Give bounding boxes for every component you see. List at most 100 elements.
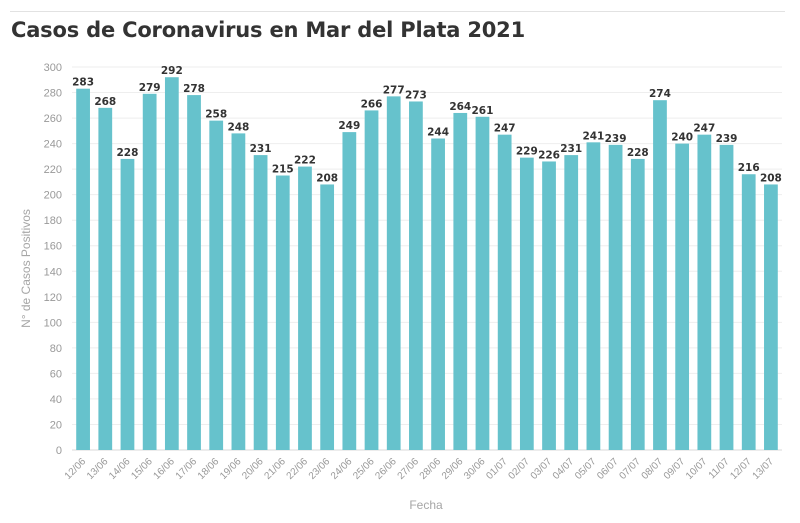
y-axis-ticks: 0 20 40 60 80 100 120 140 160 180 200 220 240 260 280 3… <box>44 62 62 457</box>
x-tick-label: 03/07 <box>529 456 555 482</box>
value-label: 278 <box>183 83 205 95</box>
x-tick-label: 02/07 <box>506 456 532 482</box>
value-label: 216 <box>738 162 760 174</box>
value-label: 258 <box>205 109 227 121</box>
value-label: 222 <box>294 155 316 167</box>
x-tick-label: 15/06 <box>129 456 155 482</box>
value-label: 240 <box>671 132 693 144</box>
y-tick-label: 40 <box>50 394 62 406</box>
bar <box>209 120 224 451</box>
x-tick-label: 08/07 <box>640 456 666 482</box>
value-label: 249 <box>338 120 360 132</box>
bar <box>697 134 712 450</box>
x-tick-label: 16/06 <box>151 456 177 482</box>
value-label: 261 <box>472 105 494 117</box>
value-label: 247 <box>494 123 516 135</box>
value-label: 215 <box>272 164 294 176</box>
value-label: 228 <box>117 147 139 159</box>
bar <box>342 132 357 451</box>
x-tick-label: 11/07 <box>707 456 732 481</box>
x-tick-label: 01/07 <box>484 456 510 482</box>
bar <box>142 93 157 450</box>
x-tick-label: 09/07 <box>662 456 688 482</box>
x-tick-label: 22/06 <box>285 456 311 482</box>
value-label: 244 <box>427 126 449 138</box>
y-tick-label: 140 <box>44 266 62 278</box>
value-labels: 2832682282792922782582482312152222082492… <box>72 65 782 184</box>
value-label: 264 <box>449 101 471 113</box>
x-tick-label: 13/07 <box>751 456 777 482</box>
value-label: 279 <box>139 82 161 94</box>
value-label: 228 <box>627 147 649 159</box>
x-tick-label: 05/07 <box>573 456 599 482</box>
x-tick-label: 23/06 <box>307 456 333 482</box>
bar <box>719 144 734 451</box>
x-tick-label: 27/06 <box>396 456 422 482</box>
value-label: 239 <box>605 133 627 145</box>
x-tick-label: 07/07 <box>617 456 643 482</box>
bar <box>409 101 423 450</box>
bar <box>653 100 667 451</box>
x-tick-label: 24/06 <box>329 456 355 482</box>
bar <box>386 96 401 450</box>
x-tick-label: 19/06 <box>218 456 244 482</box>
value-label: 277 <box>383 84 405 96</box>
bar <box>231 133 246 451</box>
bar <box>519 157 534 451</box>
bar <box>298 166 312 450</box>
x-axis-ticks: 12/0613/0614/0615/0616/0617/0618/0619/06… <box>63 456 777 482</box>
x-tick-label: 21/06 <box>262 456 288 482</box>
bar <box>120 158 135 451</box>
bar <box>164 77 179 451</box>
x-tick-label: 14/06 <box>107 456 133 482</box>
y-tick-label: 300 <box>44 62 62 74</box>
bar <box>453 112 468 451</box>
y-tick-label: 180 <box>44 215 62 227</box>
value-label: 247 <box>693 123 715 135</box>
x-axis-title: Fecha <box>409 498 443 512</box>
x-tick-label: 25/06 <box>351 456 377 482</box>
y-tick-label: 200 <box>44 190 62 202</box>
value-label: 231 <box>250 143 272 155</box>
y-tick-label: 100 <box>44 317 62 329</box>
bar <box>608 144 623 451</box>
x-tick-label: 12/07 <box>728 456 754 482</box>
value-label: 208 <box>316 172 338 184</box>
top-divider <box>10 11 785 12</box>
value-label: 241 <box>582 130 604 142</box>
chart-title: Casos de Coronavirus en Mar del Plata 20… <box>11 18 526 42</box>
y-tick-label: 0 <box>56 445 62 457</box>
value-label: 274 <box>649 88 671 100</box>
value-label: 266 <box>361 98 383 110</box>
value-label: 239 <box>716 133 738 145</box>
x-tick-label: 04/07 <box>551 456 577 482</box>
x-tick-label: 10/07 <box>684 456 710 482</box>
bar <box>275 175 290 450</box>
y-tick-label: 240 <box>44 139 62 151</box>
bar <box>497 134 512 450</box>
bar <box>542 161 556 450</box>
bar <box>564 155 579 450</box>
x-tick-label: 28/06 <box>418 456 444 482</box>
bar <box>76 88 90 450</box>
x-tick-label: 30/06 <box>462 456 488 482</box>
x-tick-label: 06/07 <box>595 456 621 482</box>
y-tick-label: 160 <box>44 241 62 253</box>
value-label: 292 <box>161 65 183 77</box>
x-tick-label: 12/06 <box>63 456 89 482</box>
y-tick-label: 120 <box>44 292 62 304</box>
bar <box>475 116 490 450</box>
x-tick-label: 18/06 <box>196 456 222 482</box>
bar <box>630 158 645 451</box>
bar <box>764 184 778 450</box>
bars <box>76 77 778 451</box>
value-label: 268 <box>94 96 116 108</box>
bar <box>741 174 756 451</box>
x-tick-label: 26/06 <box>373 456 399 482</box>
bar <box>431 138 445 450</box>
value-label: 226 <box>538 149 560 161</box>
y-tick-label: 220 <box>44 164 62 176</box>
bar <box>675 143 690 450</box>
y-tick-label: 80 <box>50 343 62 355</box>
